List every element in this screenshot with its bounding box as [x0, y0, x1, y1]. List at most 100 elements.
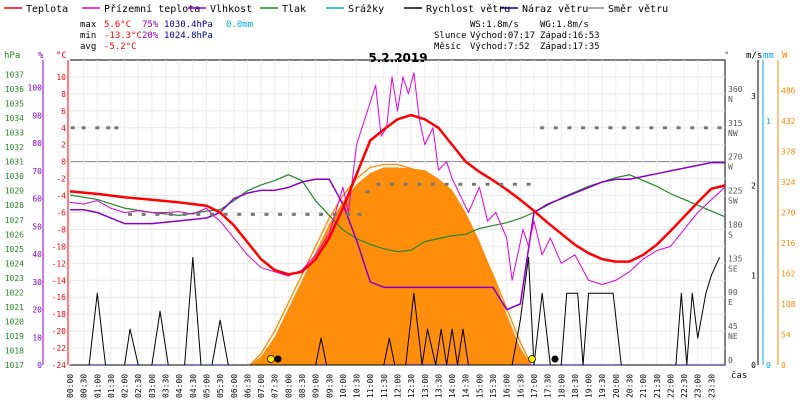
hpa-tick-label: 1037: [5, 71, 24, 80]
legend-label-vlhkost: Vlhkost: [210, 4, 252, 15]
stats-min-temp: -13.3°C: [104, 31, 142, 41]
temp-tick-label: 2: [61, 141, 66, 150]
hpa-tick-label: 1028: [5, 201, 24, 210]
series-temperature: [69, 113, 726, 276]
legend-label-teplota: Teplota: [26, 4, 68, 15]
x-tick-label: 00:30: [80, 374, 89, 398]
wind-direction-mark: [390, 182, 395, 186]
pct-tick-label: 60: [32, 195, 42, 204]
stats-max-label: max: [80, 20, 97, 30]
legend: Teplota Přízemní teplota Vlhkost Tlak Sr…: [4, 3, 668, 15]
temp-tick-label: -14: [52, 276, 67, 285]
legend-label-tlak: Tlak: [282, 4, 306, 15]
ms-tick-label: 2: [751, 182, 756, 191]
x-tick-label: 13:30: [434, 374, 443, 398]
hpa-tick-label: 1025: [5, 245, 24, 254]
dir-tick-label: 315: [728, 119, 743, 128]
wind-direction-mark: [512, 182, 517, 186]
ms-tick-label: 0: [751, 361, 756, 370]
x-tick-label: 04:30: [189, 374, 198, 398]
axis-headers: hPa % °C ° m/s mm W: [4, 51, 788, 61]
wind-direction-mark: [357, 212, 362, 216]
legend-label-smer-vetru: Směr větru: [608, 3, 668, 15]
x-tick-label: 06:00: [230, 374, 239, 398]
solar-radiation-area: [250, 167, 532, 365]
x-tick-label: 11:30: [380, 374, 389, 398]
wind-direction-mark: [540, 126, 545, 130]
x-tick-label: 02:00: [121, 374, 130, 398]
dir-tick-letter: W: [728, 163, 733, 172]
legend-item-rychlost-vetru: Rychlost větru: [404, 3, 510, 15]
dir-tick-label: 45: [728, 322, 738, 331]
x-tick-label: 12:00: [394, 374, 403, 398]
temp-tick-label: 8: [61, 90, 66, 99]
x-tick-label: 16:30: [516, 374, 525, 398]
sun-tick-label: 432: [781, 117, 796, 126]
dir-tick-letter: NE: [728, 332, 738, 341]
wind-direction-mark: [471, 182, 476, 186]
temp-tick-label: -10: [52, 242, 67, 251]
x-tick-label: 07:30: [271, 374, 280, 398]
x-tick-label: 13:00: [421, 374, 430, 398]
hpa-tick-label: 1024: [5, 259, 24, 268]
wind-direction-mark: [81, 126, 86, 130]
sun-tick-label: 324: [781, 178, 796, 187]
x-tick-label: 14:30: [462, 374, 471, 398]
x-tick-label: 03:30: [162, 374, 171, 398]
moonrise-marker: [274, 355, 282, 363]
temp-tick-label: 0: [61, 158, 66, 167]
stats-sun-label: Slunce: [434, 31, 467, 41]
stats-block: max 5.6°C 75% 1030.4hPa 0.0mm min -13.3°…: [80, 20, 600, 52]
hpa-tick-label: 1027: [5, 216, 24, 225]
x-tick-label: 00:00: [66, 374, 75, 398]
wind-direction-mark: [95, 126, 100, 130]
x-tick-label: 16:00: [503, 374, 512, 398]
wind-direction-mark: [332, 212, 337, 216]
temp-tick-label: -2: [56, 175, 66, 184]
legend-item-smer-vetru: Směr větru: [586, 3, 668, 15]
wind-direction-mark: [182, 212, 187, 216]
temp-tick-label: -18: [52, 310, 67, 319]
pct-tick-label: 40: [32, 250, 42, 259]
hpa-tick-label: 1035: [5, 100, 24, 109]
pct-tick-label: 30: [32, 278, 42, 287]
wind-direction-mark: [485, 182, 490, 186]
x-tick-label: 04:00: [175, 374, 184, 398]
x-tick-label: 05:30: [216, 374, 225, 398]
dir-tick-label: 360: [728, 85, 743, 94]
wind-direction-mark: [128, 212, 133, 216]
axis-label-ms: m/s: [746, 51, 762, 61]
x-tick-label: 20:00: [612, 374, 621, 398]
hpa-tick-label: 1018: [5, 346, 24, 355]
x-tick-label: 06:30: [243, 374, 252, 398]
dir-tick-label: 180: [728, 220, 743, 229]
pct-tick-label: 0: [37, 361, 42, 370]
hpa-tick-label: 1030: [5, 172, 24, 181]
x-tick-label: 17:30: [544, 374, 553, 398]
legend-item-prizemni-teplota: Přízemní teplota: [82, 3, 200, 15]
x-tick-label: 17:00: [530, 374, 539, 398]
wind-direction-mark: [106, 126, 111, 130]
stats-max-hum: 75%: [142, 20, 159, 30]
x-tick-label: 01:00: [93, 374, 102, 398]
legend-item-tlak: Tlak: [260, 4, 306, 15]
legend-item-vlhkost: Vlhkost: [188, 4, 252, 15]
hpa-tick-label: 1036: [5, 85, 24, 94]
stats-moonrise: Východ:7:52: [470, 42, 530, 52]
temp-tick-label: -4: [56, 192, 66, 201]
hpa-tick-label: 1023: [5, 274, 24, 283]
wind-direction-mark: [365, 190, 370, 194]
legend-label-srazky: Srážky: [348, 3, 384, 15]
x-tick-label: 05:00: [202, 374, 211, 398]
hpa-tick-label: 1022: [5, 288, 24, 297]
x-tick-label: 20:30: [625, 374, 634, 398]
wind-direction-mark: [223, 212, 228, 216]
x-tick-label: 10:00: [339, 374, 348, 398]
pct-tick-label: 10: [32, 333, 42, 342]
wind-direction-mark: [676, 126, 681, 130]
pct-tick-label: 20: [32, 306, 42, 315]
x-tick-label: 14:00: [448, 374, 457, 398]
sunset-marker: [528, 355, 536, 363]
sun-tick-label: 270: [781, 209, 796, 218]
